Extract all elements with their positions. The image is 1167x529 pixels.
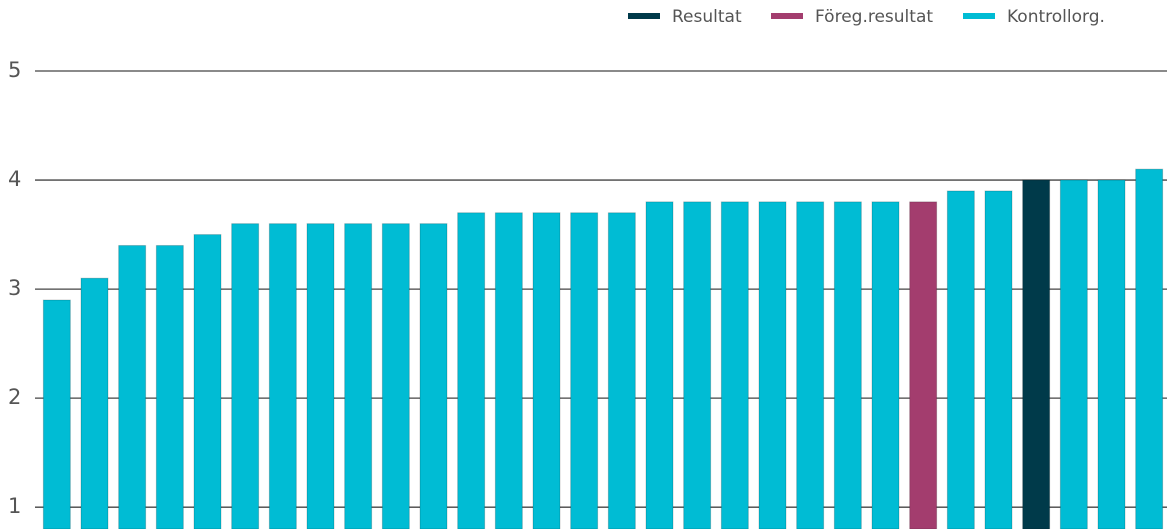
bar	[720, 201, 749, 529]
bar	[645, 201, 674, 529]
bar	[833, 201, 862, 529]
legend-swatch	[628, 13, 660, 19]
legend-swatch	[771, 13, 803, 19]
bar	[570, 212, 599, 529]
bar	[381, 223, 410, 529]
bar	[532, 212, 561, 529]
legend-label: Kontrollorg.	[1007, 7, 1105, 27]
bar	[909, 201, 938, 529]
bar	[306, 223, 335, 529]
bar	[758, 201, 787, 529]
bar	[946, 190, 975, 529]
bar	[796, 201, 825, 529]
y-tick-label: 1	[8, 494, 21, 518]
legend-label: Föreg.resultat	[815, 7, 933, 27]
y-tick-label: 4	[8, 167, 21, 191]
legend-swatch	[963, 13, 995, 19]
y-tick-label: 2	[8, 385, 21, 409]
bar	[268, 223, 297, 529]
bar	[419, 223, 448, 529]
bar	[1022, 179, 1051, 529]
bar	[984, 190, 1013, 529]
bar	[607, 212, 636, 529]
bar	[683, 201, 712, 529]
bar	[1097, 179, 1126, 529]
bar	[155, 244, 184, 529]
y-tick-label: 3	[8, 276, 21, 300]
bar	[231, 223, 260, 529]
bar	[871, 201, 900, 529]
legend-label: Resultat	[672, 7, 742, 27]
bar	[344, 223, 373, 529]
bar	[118, 244, 147, 529]
bar	[457, 212, 486, 529]
bar	[193, 234, 222, 529]
bar	[1059, 179, 1088, 529]
y-tick-label: 5	[8, 58, 21, 82]
bar	[80, 277, 109, 529]
bar	[1135, 168, 1164, 529]
bar	[494, 212, 523, 529]
bar	[42, 299, 71, 529]
